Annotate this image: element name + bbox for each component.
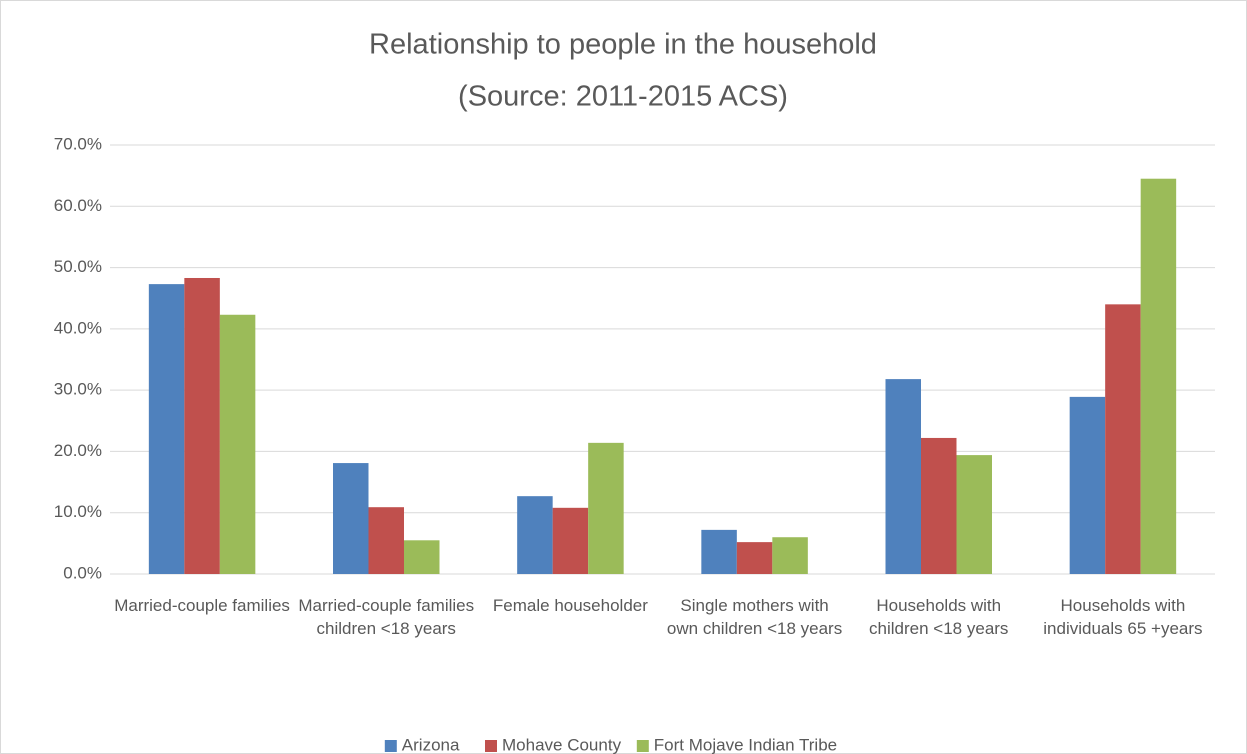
bar (956, 455, 992, 574)
bar (736, 542, 773, 574)
bar (885, 379, 921, 574)
chart-title: Relationship to people in the household (369, 29, 877, 61)
y-tick-label: 70.0% (54, 134, 102, 153)
x-tick-label: Married-couple families (114, 596, 290, 615)
chart-subtitle: (Source: 2011-2015 ACS) (458, 81, 788, 113)
legend-label: Fort Mojave Indian Tribe (654, 735, 837, 754)
bar (219, 314, 256, 574)
y-tick-label: 50.0% (54, 257, 102, 276)
x-tick-label: Married-couple families children <18 yea… (298, 596, 475, 638)
bar (1140, 178, 1177, 574)
legend-swatch (485, 740, 497, 752)
y-tick-label: 20.0% (54, 441, 102, 460)
y-tick-label: 30.0% (54, 380, 102, 399)
x-tick-label: Households with individuals 65 +years (1043, 596, 1203, 638)
y-tick-label: 0.0% (63, 563, 102, 582)
y-tick-label: 40.0% (54, 318, 102, 337)
bar (1105, 304, 1141, 574)
bar (404, 540, 440, 574)
legend-label: Arizona (402, 735, 460, 754)
bar (701, 529, 737, 574)
legend-label: Mohave County (502, 735, 622, 754)
bar (148, 284, 185, 574)
bar (552, 507, 589, 574)
bar (921, 437, 957, 574)
x-tick-label: Single mothers with own children <18 yea… (666, 596, 843, 638)
y-tick-label: 60.0% (54, 196, 102, 215)
legend-swatch (636, 740, 649, 752)
bar (772, 537, 808, 574)
bar (517, 496, 553, 574)
bar (333, 463, 369, 574)
bar (588, 442, 624, 574)
y-tick-label: 10.0% (54, 502, 102, 521)
x-tick-label: Female householder (492, 596, 648, 615)
bar (368, 507, 404, 574)
x-tick-label: Households with children <18 years (869, 596, 1009, 638)
bar (184, 277, 220, 574)
legend-swatch (384, 740, 397, 752)
bar (1069, 396, 1106, 574)
